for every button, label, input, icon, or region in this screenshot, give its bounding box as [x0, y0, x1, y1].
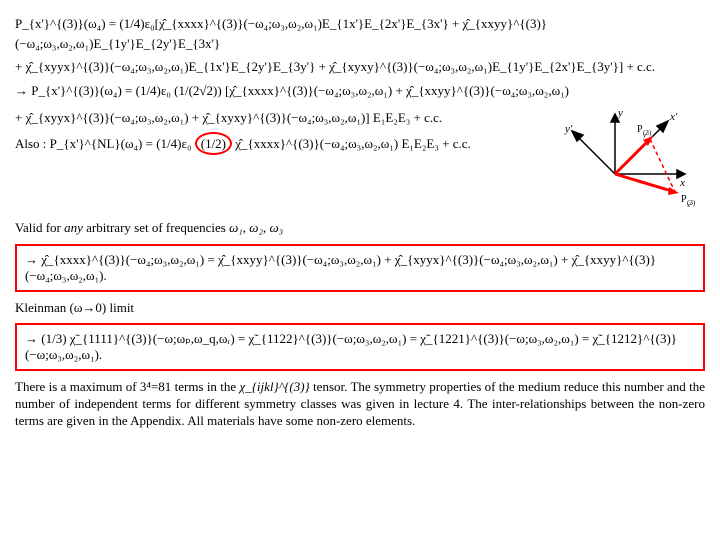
para-tensor: χ_{ijkl}^{(3)} — [239, 379, 309, 394]
svg-text:x': x' — [687, 203, 691, 209]
red-box-1: → χ̂_{xxxx}^{(3)}(−ω₄;ω₃,ω₂,ω₁) = χ̂_{xx… — [15, 244, 705, 292]
equation-1-line2: + χ̂_{xyyx}^{(3)}(−ω₄;ω₃,ω₂,ω₁)E_{1x'}E_… — [15, 57, 705, 77]
valid-line: Valid for any arbitrary set of frequenci… — [15, 218, 705, 238]
para-prefix: There is a maximum of 3⁴=81 terms in the — [15, 379, 239, 394]
red-box-2: → (1/3) χ̃_{1111}^{(3)}(−ω;ωₚ,ω_q,ωᵣ) = … — [15, 323, 705, 371]
svg-text:x: x — [679, 177, 685, 189]
red-eq-2: → (1/3) χ̃_{1111}^{(3)}(−ω;ωₚ,ω_q,ωᵣ) = … — [25, 331, 677, 362]
svg-text:x′: x′ — [669, 111, 678, 123]
eq3-prefix: Also : P_{x'}^{NL}(ω₄) = (1/4)ε₀ — [15, 136, 191, 151]
svg-text:y': y' — [643, 133, 647, 139]
bottom-paragraph: There is a maximum of 3⁴=81 terms in the… — [15, 379, 705, 430]
red-eq-1: → χ̂_{xxxx}^{(3)}(−ω₄;ω₃,ω₂,ω₁) = χ̂_{xx… — [25, 252, 656, 283]
equation-2: → P_{x'}^{(3)}(ω₄) = (1/4)ε₀ (1/(2√2)) [… — [15, 81, 705, 101]
kleinman-line: Kleinman (ω→0) limit — [15, 298, 705, 318]
vector-diagram: y y′ x′ x P (3) y' P (3) x' — [555, 104, 705, 214]
eq3-suffix: χ̂_{xxxx}^{(3)}(−ω₄;ω₃,ω₂,ω₁) E₁E₂E₃ + c… — [235, 136, 471, 151]
red-circle-half: (1/2) — [195, 132, 232, 156]
svg-text:y: y — [617, 107, 623, 119]
equation-1-line1: P_{x'}^{(3)}(ω₄) = (1/4)ε₀[χ̂_{xxxx}^{(3… — [15, 14, 705, 53]
svg-text:y′: y′ — [564, 123, 573, 135]
